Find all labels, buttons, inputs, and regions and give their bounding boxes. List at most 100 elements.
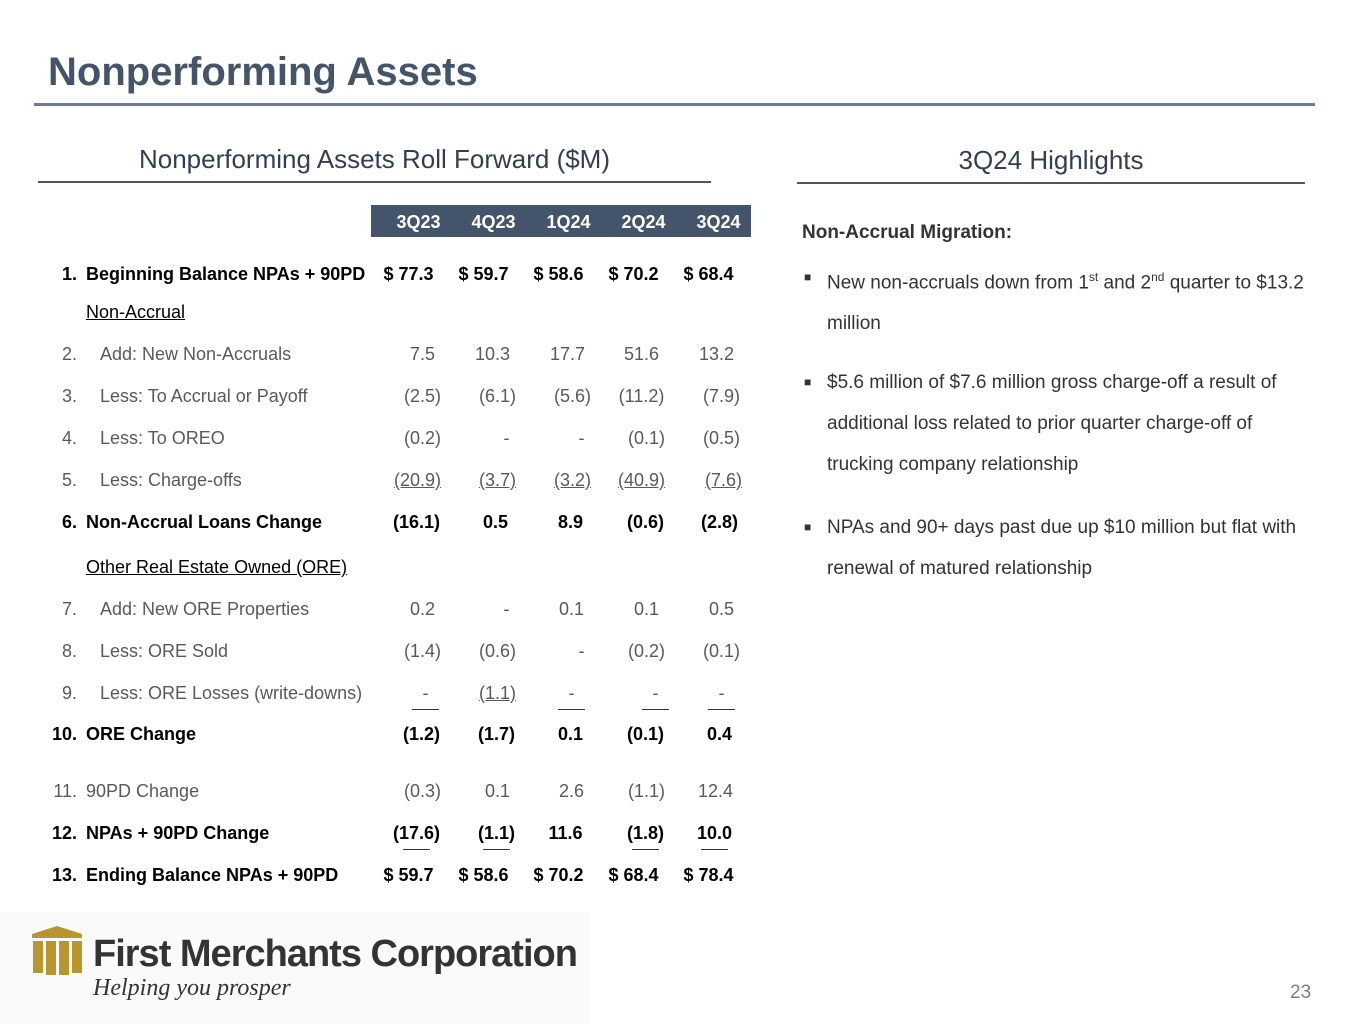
cell: - (578, 428, 585, 448)
cell: (1.1) (478, 683, 516, 703)
row-label: 90PD Change (86, 781, 200, 801)
cell: - (684, 683, 759, 710)
cell: 10.0 (677, 823, 752, 850)
bullet-marker-icon: ■ (804, 270, 812, 284)
table-header-bar (371, 205, 751, 237)
row-number: 12. (51, 823, 77, 843)
bullet-text: New non-accruals down from 1st and 2nd q… (827, 270, 1304, 335)
table-row: 7. Add: New ORE Properties 0.2 - 0.1 0.1… (0, 599, 760, 627)
cell: (0.6) (478, 641, 516, 661)
table-row: 5. Less: Charge-offs (20.9) (3.7) (3.2) … (0, 470, 760, 498)
cell: - (503, 599, 510, 619)
row-label: ORE Change (86, 724, 197, 744)
cell: (3.2) (553, 470, 591, 490)
col-header: 2Q24 (621, 212, 666, 232)
cell: - (534, 683, 609, 710)
row-number: 10. (51, 724, 77, 744)
cell: 0.5 (482, 512, 509, 532)
bullet-text: NPAs and 90+ days past due up $10 millio… (827, 517, 1297, 579)
cell: - (618, 683, 693, 710)
bullet-marker-icon: ■ (804, 520, 812, 534)
cell: (3.7) (478, 470, 516, 490)
cell: (16.1) (392, 512, 441, 532)
cell: 17.7 (549, 344, 586, 364)
cell: - (388, 683, 463, 710)
cell: 0.2 (409, 599, 436, 619)
highlights-title: Non-Accrual Migration: (802, 222, 1013, 243)
cell: (1.4) (403, 641, 441, 661)
cell: (2.8) (700, 512, 738, 532)
cell: $ 58.6 (533, 264, 584, 284)
cell: $ 78.4 (683, 865, 734, 885)
footer-logo-area (0, 912, 590, 1024)
row-label: Add: New Non-Accruals (100, 344, 292, 364)
cell: (17.6) (379, 823, 454, 850)
cell: (11.2) (618, 386, 665, 406)
highlight-bullet: ■ $5.6 million of $7.6 million gross cha… (804, 362, 1304, 485)
cell: (1.8) (608, 823, 683, 850)
table-row: 1. Beginning Balance NPAs + 90PD $ 77.3 … (0, 264, 760, 292)
row-label: Beginning Balance NPAs + 90PD (86, 264, 366, 284)
cell: 51.6 (623, 344, 660, 364)
table-row: 4. Less: To OREO (0.2) - - (0.1) (0.5) (0, 428, 760, 456)
row-number: 2. (61, 344, 77, 364)
roll-forward-heading: Nonperforming Assets Roll Forward ($M) (38, 144, 711, 183)
cell: 10.3 (474, 344, 511, 364)
row-number: 5. (61, 470, 77, 490)
cell: 0.1 (484, 781, 511, 801)
col-header: 1Q24 (546, 212, 591, 232)
cell: (1.7) (477, 724, 515, 744)
row-label: Less: Charge-offs (100, 470, 242, 490)
cell: $ 58.6 (458, 865, 509, 885)
row-label: Ending Balance NPAs + 90PD (86, 865, 339, 885)
bullet-text: $5.6 million of $7.6 million gross charg… (827, 372, 1277, 475)
cell: 8.9 (557, 512, 584, 532)
highlight-bullet: ■ NPAs and 90+ days past due up $10 mill… (804, 507, 1304, 589)
cell: (40.9) (617, 470, 666, 490)
cell: (0.3) (403, 781, 441, 801)
cell: (0.6) (626, 512, 664, 532)
cell: $ 68.4 (683, 264, 734, 284)
section-subheading: Non-Accrual (86, 302, 186, 322)
cell: - (578, 641, 585, 661)
cell: (0.2) (403, 428, 441, 448)
row-number: 6. (61, 512, 77, 532)
cell: 13.2 (698, 344, 735, 364)
page-number: 23 (1290, 982, 1312, 1003)
row-label: Less: ORE Sold (100, 641, 229, 661)
table-row: 11. 90PD Change (0.3) 0.1 2.6 (1.1) 12.4 (0, 781, 760, 809)
company-logo-icon (32, 926, 82, 975)
cell: $ 68.4 (608, 865, 659, 885)
row-number: 13. (51, 865, 77, 885)
row-number: 1. (61, 264, 77, 284)
cell: (0.1) (626, 724, 664, 744)
cell: $ 70.2 (533, 865, 584, 885)
cell: (2.5) (403, 386, 441, 406)
cell: 0.1 (633, 599, 660, 619)
row-number: 7. (61, 599, 77, 619)
row-number: 11. (53, 781, 77, 801)
col-header: 3Q24 (696, 212, 741, 232)
highlights-heading: 3Q24 Highlights (797, 145, 1305, 184)
row-label: Non-Accrual Loans Change (86, 512, 323, 532)
cell: (6.1) (478, 386, 516, 406)
table-row: 12. NPAs + 90PD Change (17.6) (1.1) 11.6… (0, 823, 760, 851)
row-label: Add: New ORE Properties (100, 599, 310, 619)
page-title: Nonperforming Assets (48, 50, 478, 94)
cell: $ 70.2 (608, 264, 659, 284)
cell: $ 59.7 (383, 865, 434, 885)
cell: $ 77.3 (383, 264, 434, 284)
table-row: 9. Less: ORE Losses (write-downs) - (1.1… (0, 683, 760, 711)
company-tagline: Helping you prosper (93, 975, 291, 1001)
row-number: 8. (61, 641, 77, 661)
row-label: Less: To Accrual or Payoff (100, 386, 308, 406)
cell: 0.5 (708, 599, 735, 619)
table-row: 3. Less: To Accrual or Payoff (2.5) (6.1… (0, 386, 760, 414)
cell: 0.1 (557, 724, 584, 744)
table-row: 8. Less: ORE Sold (1.4) (0.6) - (0.2) (0… (0, 641, 760, 669)
cell: (0.5) (702, 428, 740, 448)
cell: 2.6 (558, 781, 585, 801)
bullet-marker-icon: ■ (804, 375, 812, 389)
cell: (7.9) (702, 386, 740, 406)
cell: - (503, 428, 510, 448)
